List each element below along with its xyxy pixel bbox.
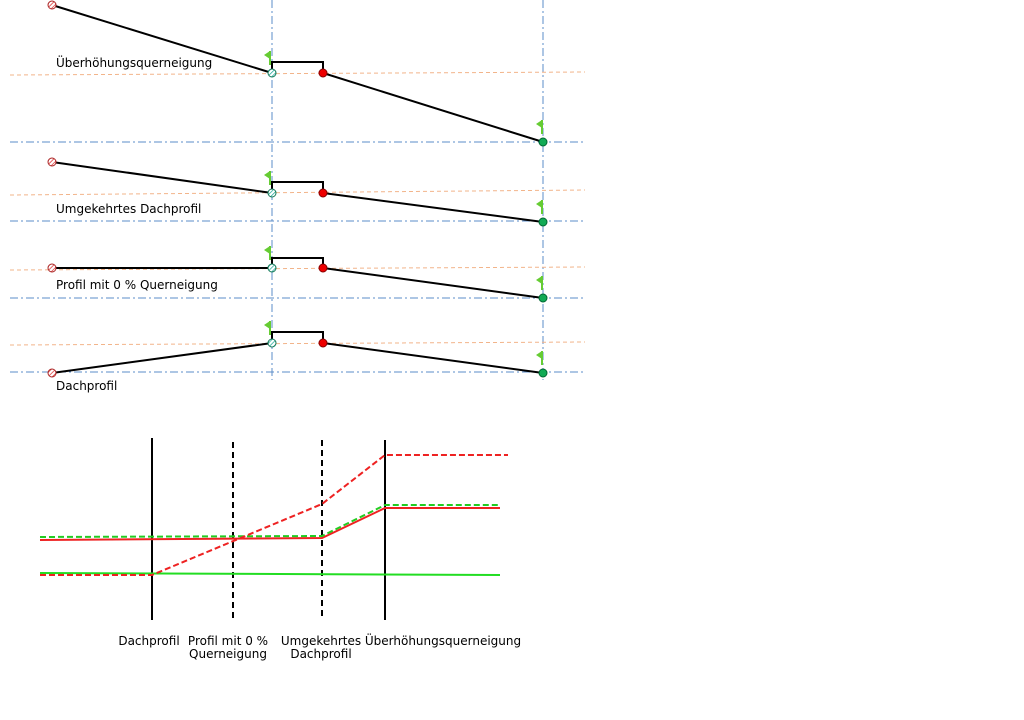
point — [267, 188, 277, 198]
point — [47, 157, 57, 167]
flag — [536, 200, 542, 208]
profile-label: Dachprofil — [56, 379, 117, 393]
profile-line — [51, 4, 544, 143]
transition-label: Querneigung — [189, 647, 267, 661]
transition-label: Umgekehrtes — [281, 634, 361, 648]
point — [318, 188, 328, 198]
flag — [536, 351, 542, 359]
point — [538, 137, 548, 147]
axes-vertical — [271, 0, 544, 380]
flag — [264, 321, 270, 329]
point — [318, 263, 328, 273]
point — [538, 368, 548, 378]
point — [538, 217, 548, 227]
profile-label: Umgekehrtes Dachprofil — [56, 202, 201, 216]
transition-diagram: Dachprofil Profil mit 0 %Querneigung Umgek… — [39, 438, 521, 661]
reference-line — [9, 341, 586, 346]
flag — [264, 171, 270, 179]
point — [47, 0, 57, 10]
point — [47, 368, 57, 378]
flag — [264, 246, 270, 254]
transition-label: Dachprofil — [290, 647, 351, 661]
transition-label: Dachprofil — [118, 634, 179, 648]
flag — [264, 51, 270, 59]
reference-line — [9, 71, 586, 76]
reference-line — [9, 189, 586, 196]
point — [267, 263, 277, 273]
point — [267, 338, 277, 348]
point — [47, 263, 57, 273]
transition-label: Überhöhungsquerneigung — [365, 632, 521, 648]
transition-label: Profil mit 0 % — [188, 634, 268, 648]
profile-line — [51, 161, 544, 223]
profile-line — [51, 331, 544, 374]
point — [267, 68, 277, 78]
profile-label: Überhöhungsquerneigung — [56, 54, 212, 70]
profile-label: Profil mit 0 % Querneigung — [56, 278, 218, 292]
point — [318, 338, 328, 348]
profiles: Überhöhungsquerneigung Umgekehrtes Dachpr… — [9, 0, 586, 393]
point — [538, 293, 548, 303]
point — [318, 68, 328, 78]
flag — [536, 276, 542, 284]
profile-line — [52, 257, 544, 299]
reference-line — [9, 266, 586, 271]
flag — [536, 120, 542, 128]
